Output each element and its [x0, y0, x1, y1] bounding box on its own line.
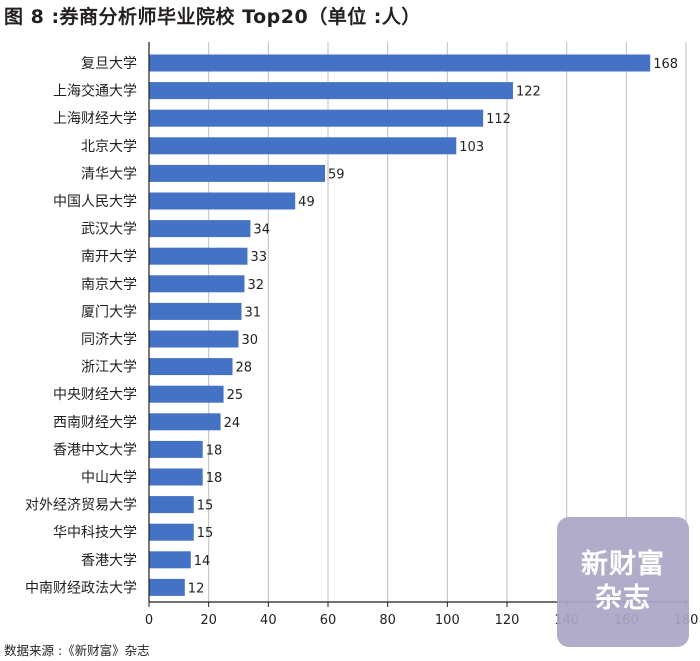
bar	[149, 385, 224, 403]
category-label: 对外经济贸易大学	[25, 498, 137, 514]
bar	[149, 496, 194, 514]
value-label: 14	[194, 554, 211, 569]
bar	[149, 523, 194, 541]
category-label: 华中科技大学	[53, 525, 137, 541]
x-tick-label: 120	[495, 613, 520, 628]
x-tick-label: 60	[320, 613, 337, 628]
value-label: 32	[247, 278, 264, 293]
category-label: 西南财经大学	[53, 415, 137, 431]
category-label: 北京大学	[81, 139, 137, 155]
bar	[149, 220, 251, 238]
bar	[149, 137, 457, 155]
category-label: 中南财经政法大学	[25, 580, 137, 596]
value-label: 103	[459, 140, 484, 155]
bar	[149, 468, 203, 486]
chart-title: 图 8 :券商分析师毕业院校 Top20（单位 :人）	[4, 6, 421, 28]
value-label: 15	[197, 526, 214, 541]
x-tick-label: 20	[200, 613, 217, 628]
x-tick-label: 40	[260, 613, 277, 628]
bar	[149, 54, 651, 72]
watermark-logo: 新财富杂志	[557, 517, 689, 647]
bar	[149, 164, 326, 182]
bar	[149, 275, 245, 293]
bar	[149, 109, 484, 127]
value-label: 24	[224, 416, 241, 431]
value-label: 112	[486, 112, 511, 127]
category-label: 中山大学	[81, 470, 137, 486]
category-label: 南京大学	[81, 277, 137, 293]
category-label: 武汉大学	[81, 222, 137, 238]
bar	[149, 358, 233, 376]
bar	[149, 440, 203, 458]
category-label: 南开大学	[81, 249, 137, 265]
value-label: 34	[253, 223, 270, 238]
category-label: 同济大学	[81, 332, 137, 348]
value-label: 30	[242, 333, 259, 348]
watermark-text: 新财富杂志	[581, 549, 665, 614]
source-note: 数据来源 :《新财富》杂志	[4, 643, 150, 658]
value-label: 12	[188, 581, 205, 596]
value-label: 49	[298, 195, 315, 210]
category-label: 中国人民大学	[53, 194, 137, 210]
category-label: 厦门大学	[81, 304, 137, 320]
bar	[149, 578, 185, 596]
x-tick-label: 0	[145, 613, 153, 628]
value-label: 33	[250, 250, 267, 265]
category-label: 浙江大学	[81, 360, 137, 376]
bar	[149, 551, 191, 569]
bar	[149, 247, 248, 265]
category-label: 香港大学	[81, 553, 137, 569]
value-label: 25	[227, 388, 244, 403]
bar	[149, 302, 242, 320]
value-label: 59	[328, 167, 345, 182]
category-label: 中央财经大学	[53, 387, 137, 403]
category-label: 上海交通大学	[53, 83, 137, 100]
category-label: 复旦大学	[81, 55, 137, 72]
value-label: 18	[206, 471, 223, 486]
category-label: 上海财经大学	[53, 111, 137, 127]
category-label: 清华大学	[81, 166, 137, 182]
value-label: 15	[197, 499, 214, 514]
value-label: 28	[236, 361, 253, 376]
bar	[149, 413, 221, 431]
bar	[149, 82, 513, 100]
value-label: 31	[244, 305, 261, 320]
x-tick-label: 80	[379, 613, 396, 628]
category-label: 香港中文大学	[53, 442, 137, 458]
value-label: 18	[206, 443, 223, 458]
value-label: 168	[653, 57, 678, 72]
x-tick-label: 100	[435, 613, 460, 628]
value-label: 122	[516, 85, 541, 100]
bar	[149, 192, 296, 210]
bar	[149, 330, 239, 348]
